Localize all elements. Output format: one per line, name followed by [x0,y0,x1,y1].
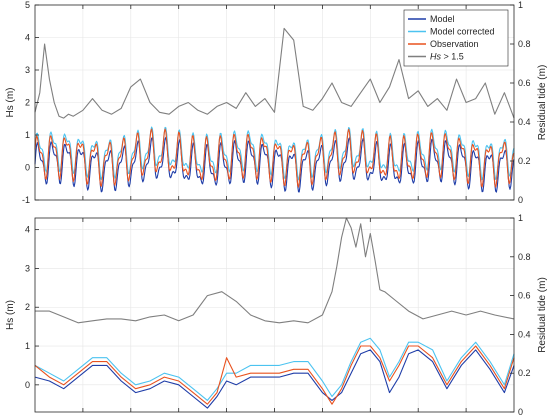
y-left-tick-label: 2 [25,98,30,108]
y-right-tick-label: 0.8 [518,252,531,262]
y-left-tick-label: 3 [25,263,30,273]
series-line-hs-1-5 [35,217,515,324]
series-line-model-corrected [34,126,515,181]
y-right-tick-label: 0.2 [518,368,531,378]
legend-label-suffix: > 1.5 [441,52,464,62]
y-right-tick-label: 1 [518,0,523,10]
series-line-observation [34,128,515,188]
y-left-axis-label: Hs (m) [5,300,16,330]
legend-label: Model corrected [430,27,495,37]
y-right-tick-label: 0.6 [518,291,531,301]
y-right-axis-label: Residual tide (m) [537,277,548,353]
series-line-model [34,136,515,193]
y-left-tick-label: 2 [25,302,30,312]
series-line-observation [34,345,515,405]
series-line-model-corrected [34,337,515,401]
legend-label: Hs > 1.5 [430,52,464,62]
series-line-model [34,349,515,409]
legend-label: Observation [430,39,479,49]
y-left-tick-label: 5 [25,0,30,10]
y-left-tick-label: -1 [22,195,30,205]
y-left-tick-label: 1 [25,130,30,140]
legend-label: Model [430,14,455,24]
y-right-tick-label: 0.6 [518,78,531,88]
legend: Model Model corrected Observation Hs > 1.5 [403,9,509,67]
y-right-axis-label: Residual tide (m) [537,65,548,141]
y-left-tick-label: 0 [25,163,30,173]
series-line-hs-1-5 [34,27,515,119]
y-left-tick-label: 3 [25,65,30,75]
y-left-tick-label: 4 [25,225,30,235]
y-right-tick-label: 0.8 [518,39,531,49]
y-left-tick-label: 4 [25,33,30,43]
y-left-tick-label: 0 [25,380,30,390]
y-right-tick-label: 0.4 [518,117,531,127]
y-left-tick-label: 1 [25,341,30,351]
legend-label-italic: Hs [430,52,441,62]
y-right-tick-label: 0.2 [518,156,531,166]
y-right-tick-label: 0 [518,195,523,205]
y-left-axis-label: Hs (m) [5,88,16,118]
panel-bottom-grid [35,218,514,412]
y-right-tick-label: 1 [518,213,523,223]
y-right-tick-label: 0 [518,407,523,417]
y-right-tick-label: 0.4 [518,329,531,339]
